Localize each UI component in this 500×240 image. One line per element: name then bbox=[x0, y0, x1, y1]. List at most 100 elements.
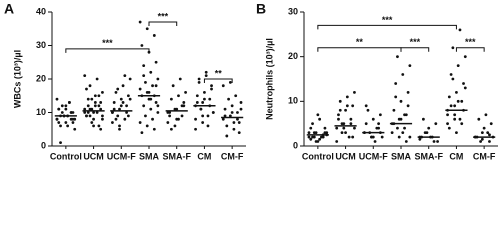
dot bbox=[390, 131, 394, 135]
dot bbox=[463, 55, 467, 59]
dot bbox=[340, 122, 344, 126]
dot bbox=[86, 97, 90, 101]
panel-label: B bbox=[256, 1, 266, 17]
dot bbox=[337, 117, 340, 121]
dot bbox=[147, 91, 151, 94]
dot bbox=[351, 104, 355, 108]
dot bbox=[309, 126, 313, 130]
dot bbox=[151, 84, 154, 88]
dot bbox=[86, 104, 90, 108]
dot bbox=[451, 46, 455, 50]
dot bbox=[345, 104, 349, 108]
significance-bracket bbox=[455, 47, 485, 52]
dot bbox=[396, 126, 399, 130]
dot bbox=[173, 124, 177, 128]
dot bbox=[342, 126, 346, 130]
dot bbox=[92, 111, 95, 114]
dot bbox=[177, 94, 180, 98]
dot bbox=[64, 121, 68, 124]
significance-label: *** bbox=[158, 11, 169, 21]
x-tick-label: CM-F bbox=[221, 151, 244, 161]
dot bbox=[447, 95, 451, 99]
dot bbox=[403, 126, 406, 130]
dot bbox=[97, 94, 101, 98]
dot bbox=[144, 80, 147, 84]
dot bbox=[408, 64, 412, 67]
x-tick-label: SMA bbox=[391, 151, 412, 161]
significance-label: *** bbox=[410, 37, 421, 47]
dot bbox=[201, 101, 205, 104]
dot bbox=[168, 111, 172, 114]
panel-label: A bbox=[4, 1, 14, 17]
dot bbox=[64, 107, 68, 111]
dot bbox=[453, 117, 457, 121]
dot bbox=[152, 127, 156, 131]
dot bbox=[480, 137, 484, 141]
dot bbox=[208, 97, 212, 101]
dot bbox=[182, 104, 186, 108]
x-tick-label: UCM-F bbox=[359, 151, 388, 161]
dot bbox=[114, 117, 118, 121]
dot bbox=[223, 107, 227, 111]
dot bbox=[449, 104, 453, 108]
x-tick-label: SMA bbox=[139, 151, 160, 161]
dot bbox=[321, 135, 325, 139]
dot bbox=[446, 122, 449, 126]
dot bbox=[488, 140, 491, 143]
significance-label: *** bbox=[102, 38, 113, 48]
dot bbox=[101, 91, 104, 94]
dot bbox=[401, 131, 405, 135]
dot bbox=[125, 111, 129, 114]
dot bbox=[71, 121, 75, 124]
dot bbox=[83, 107, 87, 111]
significance-bracket bbox=[65, 48, 150, 53]
dot bbox=[421, 117, 425, 121]
dot bbox=[236, 111, 239, 114]
dot bbox=[99, 101, 103, 104]
x-tick-label: SMA-F bbox=[162, 151, 191, 161]
dot bbox=[101, 114, 104, 118]
dot bbox=[83, 74, 87, 78]
dot bbox=[460, 99, 464, 103]
dot bbox=[335, 140, 339, 143]
dot bbox=[111, 121, 114, 124]
dot bbox=[340, 131, 344, 135]
y-axis-title: WBCs (10³)/µl bbox=[12, 50, 22, 108]
dot bbox=[449, 73, 453, 76]
dot bbox=[480, 131, 484, 135]
dot bbox=[234, 94, 238, 98]
dot bbox=[338, 108, 342, 112]
dot bbox=[90, 97, 94, 101]
dot bbox=[447, 126, 451, 130]
dot bbox=[88, 84, 92, 88]
dot bbox=[423, 131, 427, 135]
dot bbox=[460, 122, 464, 126]
dot bbox=[230, 104, 234, 108]
dot bbox=[489, 122, 493, 126]
dot bbox=[126, 114, 130, 118]
dot bbox=[168, 114, 172, 118]
dot bbox=[138, 20, 142, 24]
dot bbox=[349, 117, 353, 121]
dot bbox=[154, 60, 158, 64]
dot bbox=[323, 131, 327, 135]
dot bbox=[204, 70, 208, 74]
dot bbox=[97, 124, 101, 128]
dot bbox=[60, 104, 64, 108]
dot bbox=[145, 124, 149, 128]
dot bbox=[228, 80, 232, 84]
dot bbox=[99, 127, 103, 131]
dot bbox=[125, 104, 129, 108]
dot bbox=[138, 121, 142, 124]
y-tick-label: 10 bbox=[288, 96, 298, 106]
dot bbox=[121, 84, 125, 88]
dot bbox=[316, 113, 320, 117]
dot bbox=[227, 97, 230, 101]
dot bbox=[482, 126, 486, 130]
y-tick-label: 20 bbox=[288, 51, 298, 61]
x-tick-label: UCM-F bbox=[107, 151, 136, 161]
dot bbox=[156, 111, 160, 114]
dot bbox=[97, 104, 101, 108]
dot bbox=[177, 117, 180, 121]
dot bbox=[57, 107, 61, 111]
